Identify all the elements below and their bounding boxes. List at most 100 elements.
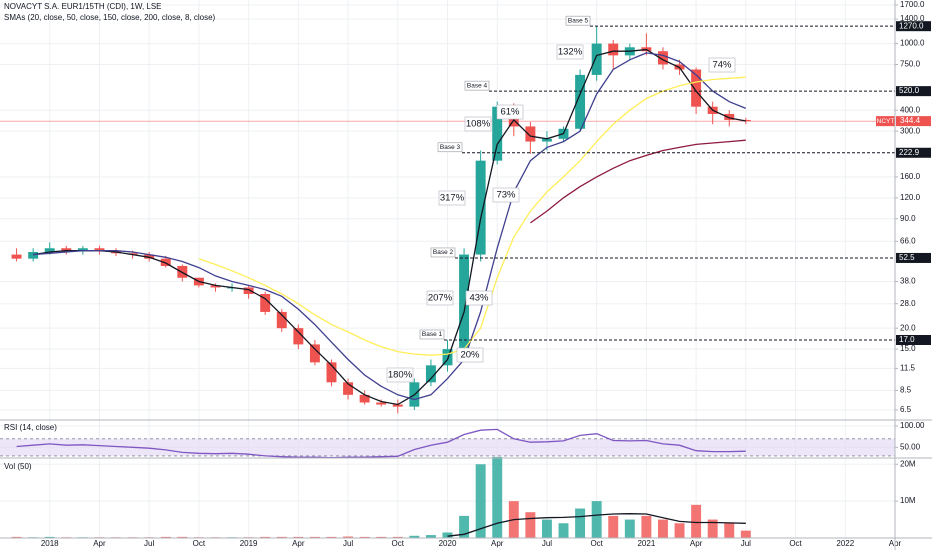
y-tick-label: 15.0 — [900, 344, 916, 353]
line-series — [447, 513, 746, 537]
level-tag-label: 222.9 — [899, 148, 920, 157]
candle-body — [94, 248, 105, 251]
x-tick-label: 2018 — [41, 539, 59, 548]
candle-body — [541, 138, 552, 142]
x-tick-label: Apr — [690, 539, 703, 548]
candle-body — [61, 248, 72, 251]
candle-body — [392, 404, 403, 407]
volume-bar — [409, 535, 420, 538]
grid — [0, 0, 896, 538]
annotation-box — [556, 44, 584, 60]
volume-bar — [691, 504, 702, 538]
candle-body — [210, 285, 221, 288]
volume-bar — [641, 515, 652, 538]
annotation: 108% — [466, 119, 491, 130]
candle-body — [608, 43, 619, 56]
rsi-title: RSI (14, close) — [4, 423, 57, 432]
line-series — [33, 52, 747, 401]
y-tick-label: 50.00 — [900, 442, 921, 451]
annotation: 20% — [460, 350, 480, 361]
volume-bar — [359, 536, 370, 538]
x-tick-label: 2022 — [836, 539, 854, 548]
volume-bar — [575, 508, 586, 538]
y-tick-label: 100.00 — [900, 421, 925, 430]
y-tick-label: 120.0 — [900, 193, 921, 202]
y-tick-label: 11.5 — [900, 364, 916, 373]
x-tick-label: Oct — [590, 539, 603, 548]
volume-bar — [591, 501, 602, 538]
volume-bar — [392, 536, 403, 538]
candle-body — [127, 253, 138, 255]
volume-bar — [558, 523, 569, 538]
volume-bar — [657, 519, 668, 538]
x-tick-label: Jul — [542, 539, 552, 548]
y-tick-label: 20.0 — [900, 323, 916, 332]
volume-bar — [276, 536, 287, 538]
annotation: 180% — [388, 370, 413, 381]
last-price-label: 344.4 — [900, 116, 921, 125]
line-series — [16, 428, 746, 459]
chart-title: NOVACYT S.A. EUR1/15TH (CDI), 1W, LSE — [4, 2, 162, 11]
candle-body — [376, 402, 387, 405]
level-tag-label: 52.5 — [899, 253, 915, 262]
base-label: Base 5 — [568, 17, 589, 24]
volume-bar — [11, 536, 22, 538]
volume-bar — [525, 512, 536, 538]
level-tag — [896, 86, 931, 97]
base-label: Base 3 — [440, 144, 461, 151]
base-box — [437, 142, 463, 153]
annotation: 43% — [469, 293, 489, 304]
candle-body — [691, 69, 702, 107]
candle-body — [309, 344, 320, 363]
volume-bar — [293, 536, 304, 538]
level-tag — [896, 252, 931, 263]
candle-body — [326, 362, 337, 383]
volume-bar — [425, 535, 436, 538]
annotation-box — [456, 347, 484, 363]
volume-bar — [608, 515, 619, 538]
volume-bar — [740, 530, 751, 538]
volume-bar — [541, 519, 552, 538]
line-series — [198, 76, 746, 356]
x-tick-label: Apr — [93, 539, 106, 548]
base-box — [419, 329, 445, 340]
annotation-box — [465, 290, 493, 306]
y-tick-label: 8.5 — [900, 386, 912, 395]
candle-body — [359, 394, 370, 403]
candle-body — [293, 328, 304, 345]
level-tag — [896, 147, 931, 158]
annotation-box — [438, 190, 466, 206]
candle-body — [243, 287, 254, 294]
symbol-tag — [876, 116, 895, 127]
base-label: Base 4 — [467, 82, 488, 89]
annotation: 73% — [496, 190, 516, 201]
y-tick-label: 6.5 — [900, 405, 912, 414]
symbol-label: NCYT — [877, 118, 895, 125]
candle-body — [144, 254, 155, 259]
y-tick-label: 90.0 — [900, 214, 916, 223]
y-tick-label: 400.0 — [900, 105, 921, 114]
last-price-tag — [896, 116, 931, 127]
x-tick-label: Apr — [292, 539, 305, 548]
candle-body — [425, 365, 436, 383]
volume-bar — [442, 532, 453, 538]
volume-bar — [326, 536, 337, 538]
annotation: 74% — [712, 60, 732, 71]
volume-bar — [724, 523, 735, 538]
candle-body — [724, 113, 735, 120]
x-tick-label: Jul — [343, 539, 353, 548]
candle-body — [657, 51, 668, 65]
y-tick-label: 28.0 — [900, 299, 916, 308]
x-tick-label: Jul — [144, 539, 154, 548]
annotation: 317% — [440, 193, 465, 204]
volume-bar — [44, 536, 55, 538]
x-tick-label: 2020 — [439, 539, 457, 548]
line-series — [530, 139, 746, 224]
candle-body — [575, 74, 586, 129]
candle-body — [343, 382, 354, 395]
annotation-box — [426, 290, 454, 306]
y-tick-label: 160.0 — [900, 172, 921, 181]
y-tick-label: 1700.0 — [900, 0, 925, 9]
candle-body — [77, 248, 88, 251]
